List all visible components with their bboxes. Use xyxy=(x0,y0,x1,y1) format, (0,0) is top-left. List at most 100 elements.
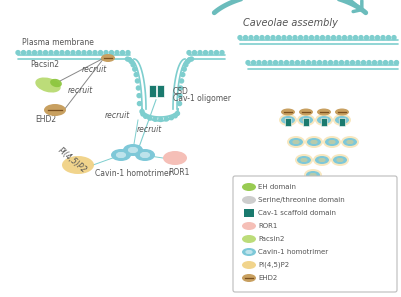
Ellipse shape xyxy=(333,114,351,126)
Ellipse shape xyxy=(242,248,256,256)
Ellipse shape xyxy=(304,169,322,181)
Ellipse shape xyxy=(242,261,256,269)
Ellipse shape xyxy=(302,118,310,122)
Ellipse shape xyxy=(300,158,308,162)
Ellipse shape xyxy=(281,116,295,124)
Circle shape xyxy=(77,50,81,55)
Ellipse shape xyxy=(307,138,321,146)
Circle shape xyxy=(334,61,338,65)
Ellipse shape xyxy=(325,138,339,146)
Circle shape xyxy=(268,61,272,65)
Circle shape xyxy=(38,50,42,55)
Ellipse shape xyxy=(284,118,292,122)
Ellipse shape xyxy=(299,116,313,124)
Circle shape xyxy=(203,50,207,55)
Circle shape xyxy=(43,50,47,55)
Circle shape xyxy=(246,61,250,65)
Ellipse shape xyxy=(335,116,349,124)
Ellipse shape xyxy=(318,158,326,162)
Circle shape xyxy=(249,36,253,40)
Circle shape xyxy=(136,79,140,83)
Circle shape xyxy=(215,50,219,55)
Circle shape xyxy=(220,50,224,55)
Ellipse shape xyxy=(341,136,359,148)
Ellipse shape xyxy=(35,78,61,93)
Text: recruit: recruit xyxy=(137,125,162,134)
Circle shape xyxy=(332,36,336,40)
Circle shape xyxy=(60,50,64,55)
Ellipse shape xyxy=(313,154,331,166)
Text: PI(4,5)P2: PI(4,5)P2 xyxy=(56,146,88,175)
Ellipse shape xyxy=(284,118,292,122)
Circle shape xyxy=(296,61,300,65)
Ellipse shape xyxy=(289,138,303,146)
Ellipse shape xyxy=(163,151,187,165)
Ellipse shape xyxy=(242,235,256,243)
Text: Pacsin2: Pacsin2 xyxy=(258,236,284,242)
Circle shape xyxy=(182,67,186,71)
Circle shape xyxy=(65,50,69,55)
Circle shape xyxy=(356,61,360,65)
Ellipse shape xyxy=(287,136,305,148)
Circle shape xyxy=(367,61,371,65)
Circle shape xyxy=(16,50,20,55)
Circle shape xyxy=(323,61,327,65)
Circle shape xyxy=(141,112,145,116)
Circle shape xyxy=(260,36,264,40)
Circle shape xyxy=(138,102,142,106)
Ellipse shape xyxy=(302,118,310,122)
Ellipse shape xyxy=(116,152,126,158)
Circle shape xyxy=(136,86,140,90)
Text: Cavin-1 homotrimer: Cavin-1 homotrimer xyxy=(258,249,328,255)
Text: Pacsin2: Pacsin2 xyxy=(30,60,59,69)
Circle shape xyxy=(383,61,387,65)
Circle shape xyxy=(134,72,138,77)
Circle shape xyxy=(27,50,31,55)
Ellipse shape xyxy=(317,108,331,116)
Ellipse shape xyxy=(140,152,150,158)
Circle shape xyxy=(271,36,275,40)
Circle shape xyxy=(284,61,288,65)
Ellipse shape xyxy=(306,171,320,179)
Circle shape xyxy=(273,61,277,65)
Circle shape xyxy=(288,36,292,40)
Bar xyxy=(285,118,291,126)
Circle shape xyxy=(104,50,108,55)
Ellipse shape xyxy=(242,183,256,191)
Circle shape xyxy=(126,50,130,55)
Circle shape xyxy=(137,94,141,98)
Bar xyxy=(149,85,156,97)
Ellipse shape xyxy=(320,118,328,122)
Circle shape xyxy=(301,61,305,65)
Ellipse shape xyxy=(318,158,326,162)
Ellipse shape xyxy=(123,144,143,156)
Circle shape xyxy=(238,36,242,40)
Ellipse shape xyxy=(338,118,346,122)
Circle shape xyxy=(375,36,379,40)
Circle shape xyxy=(387,36,391,40)
Text: recruit: recruit xyxy=(68,86,93,95)
Circle shape xyxy=(153,117,157,121)
Circle shape xyxy=(359,36,363,40)
Circle shape xyxy=(128,58,132,62)
Circle shape xyxy=(320,36,324,40)
Text: Cav-1 scaffold domain: Cav-1 scaffold domain xyxy=(258,210,336,216)
Ellipse shape xyxy=(292,140,300,144)
Circle shape xyxy=(310,36,314,40)
Circle shape xyxy=(186,60,190,64)
Circle shape xyxy=(395,61,399,65)
Ellipse shape xyxy=(328,140,336,144)
Ellipse shape xyxy=(245,250,253,254)
Bar xyxy=(303,118,309,126)
Circle shape xyxy=(187,50,191,55)
Circle shape xyxy=(133,67,137,71)
Ellipse shape xyxy=(128,147,138,153)
Circle shape xyxy=(180,79,184,83)
Circle shape xyxy=(126,57,130,61)
Circle shape xyxy=(298,36,302,40)
Circle shape xyxy=(120,50,124,55)
Circle shape xyxy=(370,36,374,40)
Circle shape xyxy=(373,61,377,65)
Text: recruit: recruit xyxy=(105,111,130,120)
Circle shape xyxy=(290,61,294,65)
